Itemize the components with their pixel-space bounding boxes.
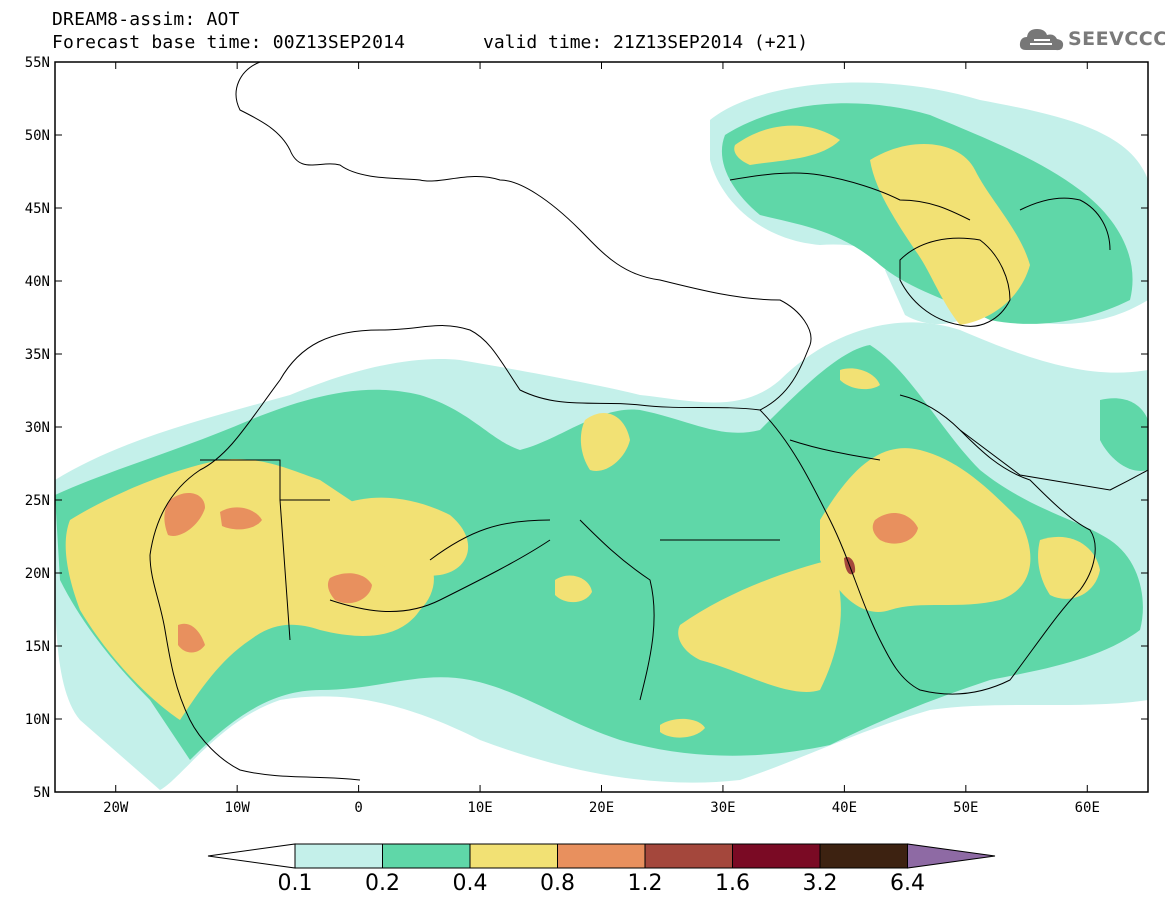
lat-label: 30N <box>25 420 50 436</box>
colorbar-swatch <box>732 843 821 869</box>
lat-label: 20N <box>25 566 50 582</box>
colorbar-label: 6.4 <box>890 871 925 896</box>
lat-label: 15N <box>25 639 50 655</box>
logo-text: SEEVCCC <box>1068 28 1165 50</box>
forecast-base-time: Forecast base time: 00Z13SEP2014 <box>52 32 406 53</box>
colorbar-swatch <box>557 843 646 869</box>
colorbar-swatch <box>819 843 908 869</box>
lat-label: 25N <box>25 493 50 509</box>
lon-label: 0 <box>354 800 362 816</box>
colorbar-label: 0.1 <box>278 871 313 896</box>
aot-field <box>55 82 1148 790</box>
colorbar-label: 0.8 <box>540 871 575 896</box>
colorbar-label: 1.6 <box>715 871 750 896</box>
colorbar-swatch <box>469 843 558 869</box>
colorbar-swatch <box>644 843 733 869</box>
lat-label: 40N <box>25 274 50 290</box>
coastlines <box>149 62 1148 781</box>
lon-label: 30E <box>710 800 735 816</box>
map-title: DREAM8-assim: AOT <box>52 9 240 30</box>
latitude-axis: 55N 50N 45N 40N 35N 30N 25N 20N 15N 10N 5N <box>25 55 1148 801</box>
colorbar-swatch <box>294 843 383 869</box>
lon-label: 60E <box>1075 800 1100 816</box>
colorbar-label: 0.2 <box>365 871 400 896</box>
valid-time: valid time: 21Z13SEP2014 (+21) <box>483 32 809 53</box>
colorbar-swatch <box>382 843 471 869</box>
lat-label: 35N <box>25 347 50 363</box>
colorbar-label: 3.2 <box>803 871 838 896</box>
lon-label: 20W <box>103 800 129 816</box>
lon-label: 10W <box>225 800 251 816</box>
seevccc-logo: SEEVCCC <box>1018 24 1165 56</box>
lat-label: 10N <box>25 712 50 728</box>
colorbar-label: 0.4 <box>453 871 488 896</box>
lon-label: 10E <box>467 800 492 816</box>
cloud-icon <box>1019 29 1064 51</box>
colorbar-label: 1.2 <box>628 871 663 896</box>
aot-band-0.8 <box>164 493 918 653</box>
lat-label: 45N <box>25 201 50 217</box>
colorbar: 0.1 0.2 0.4 0.8 1.2 1.6 3.2 6.4 <box>207 843 996 896</box>
lat-label: 50N <box>25 128 50 144</box>
lon-label: 40E <box>832 800 857 816</box>
lat-label: 55N <box>25 55 50 71</box>
longitude-axis: 20W 10W 0 10E 20E 30E 40E 50E 60E <box>103 62 1100 816</box>
colorbar-high-triangle <box>907 843 996 869</box>
lon-label: 50E <box>953 800 978 816</box>
lon-label: 20E <box>589 800 614 816</box>
colorbar-low-triangle <box>207 843 296 869</box>
lat-label: 5N <box>33 785 50 801</box>
